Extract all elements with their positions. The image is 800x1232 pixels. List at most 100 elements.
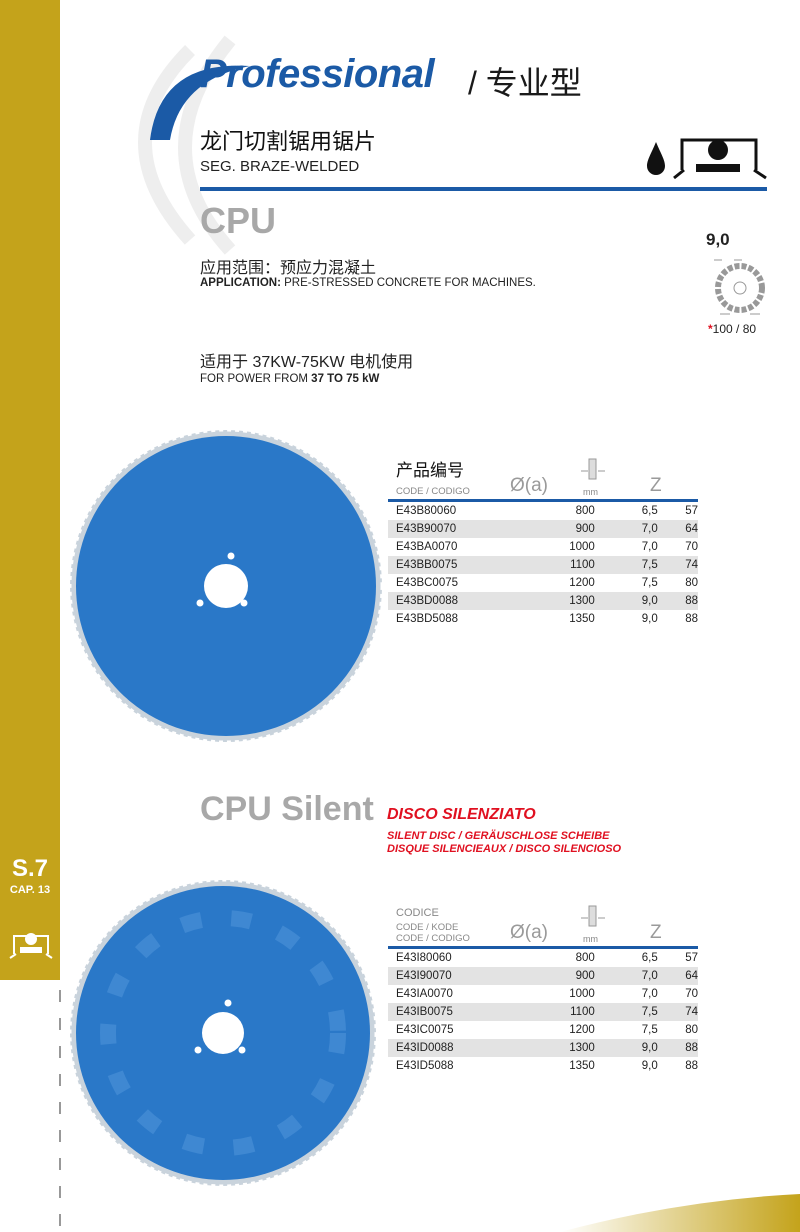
cell-diameter: 800 [575,505,595,517]
cell-teeth: 70 [685,988,698,1000]
cell-thickness: 6,5 [641,952,658,964]
application-en: APPLICATION: PRE-STRESSED CONCRETE FOR M… [200,277,536,289]
silent-translations-1: SILENT DISC / GERÄUSCHLOSE SCHEIBE [387,830,610,842]
chapter-sidebar [0,0,60,980]
product-title-en: SEG. BRAZE-WELDED [200,158,360,175]
table-row: E43B90070 900 7,0 64 [388,520,698,538]
table-row: E43IC0075 1200 7,5 80 [388,1021,698,1039]
application-text: PRE-STRESSED CONCRETE FOR MACHINES. [280,277,536,289]
cell-teeth: 88 [685,1060,698,1072]
cell-code: E43ID0088 [396,1042,454,1054]
cell-thickness: 7,0 [641,988,658,1000]
cell-diameter: 900 [575,523,595,535]
cell-thickness: 7,5 [641,559,658,571]
product-title-cn: 龙门切割锯用锯片 [200,129,377,154]
header-z: Z [650,922,662,943]
cell-teeth: 88 [685,595,698,607]
header-diameter: Ø(a) [510,475,548,496]
table-row: E43B80060 800 6,5 57 [388,502,698,520]
table-header: CODICE CODE / KODE CODE / CODIGO Ø(a) mm… [388,903,698,949]
cell-thickness: 7,0 [641,541,658,553]
cell-code: E43B80060 [396,505,457,517]
cell-thickness: 7,5 [641,1006,658,1018]
cell-teeth: 74 [685,1006,698,1018]
power-range: 37 TO 75 kW [311,373,380,385]
cell-diameter: 800 [575,952,595,964]
cell-diameter: 900 [575,970,595,982]
cell-diameter: 1300 [569,595,595,607]
cell-code: E43IA0070 [396,988,453,1000]
cell-thickness: 9,0 [641,595,658,607]
power-en: FOR POWER FROM 37 TO 75 kW [200,373,379,385]
brand-subtitle-cn: / 专业型 [468,65,582,101]
brand-title: Professional [200,52,435,96]
cpu-saw-blade-image [68,428,384,744]
cell-diameter: 1350 [569,1060,595,1072]
power-prefix: FOR POWER FROM [200,373,312,385]
cell-code: E43IC0075 [396,1024,454,1036]
header-divider [200,187,767,191]
bridge-saw-icon [673,138,767,180]
cell-teeth: 88 [685,613,698,625]
cell-code: E43I80060 [396,952,452,964]
cell-thickness: 7,0 [641,523,658,535]
thickness-icon [581,458,605,480]
cpu-spec-table: 产品编号 CODE / CODIGO Ø(a) mm Z E43B80060 80… [388,456,698,628]
cell-teeth: 80 [685,1024,698,1036]
cell-teeth: 57 [685,952,698,964]
cell-diameter: 1200 [569,1024,595,1036]
header-code-codigo: CODE / CODIGO [396,933,470,944]
cell-teeth: 70 [685,541,698,553]
table-row: E43BB0075 1100 7,5 74 [388,556,698,574]
product-name: CPU [200,200,277,241]
cell-code: E43B90070 [396,523,457,535]
application-cn: 应用范围：预应力混凝土 [200,260,377,277]
table-row: E43I90070 900 7,0 64 [388,967,698,985]
header-codice: CODICE [396,907,439,919]
product-name-silent: CPU Silent [200,790,374,828]
water-drop-icon [647,142,665,175]
cell-diameter: 1100 [570,1006,595,1018]
cell-teeth: 57 [685,505,698,517]
header-code: CODE / CODIGO [396,486,470,497]
header-diameter: Ø(a) [510,922,548,943]
cell-code: E43I90070 [396,970,452,982]
cell-diameter: 1100 [570,559,595,571]
cell-diameter: 1000 [569,541,595,553]
thickness-icon [581,905,605,927]
cell-diameter: 1000 [569,988,595,1000]
table-row: E43BA0070 1000 7,0 70 [388,538,698,556]
table-row: E43BD5088 1350 9,0 88 [388,610,698,628]
cell-code: E43BD0088 [396,595,459,607]
silent-translations-2: DISQUE SILENCIEAUX / DISCO SILENCIOSO [387,843,622,855]
header-mm: mm [583,934,598,944]
cell-diameter: 1300 [569,1042,595,1054]
cell-teeth: 64 [685,970,698,982]
table-row: E43IA0070 1000 7,0 70 [388,985,698,1003]
header-mm: mm [583,487,598,497]
decorative-swoosh [138,35,250,255]
cpu-silent-saw-blade-image [68,878,378,1188]
cell-code: E43BC0075 [396,577,459,589]
cell-code: E43ID5088 [396,1060,454,1072]
table-row: E43IB0075 1100 7,5 74 [388,1003,698,1021]
cell-thickness: 9,0 [641,613,658,625]
cell-thickness: 7,5 [641,1024,658,1036]
cell-code: E43BB0075 [396,559,458,571]
cell-thickness: 9,0 [641,1042,658,1054]
cell-teeth: 88 [685,1042,698,1054]
section-number: S.7 [11,855,49,882]
segment-height-value: 100 / 80 [712,322,757,336]
cell-thickness: 6,5 [641,505,658,517]
silent-title: DISCO SILENZIATO [387,806,536,823]
header-z: Z [650,475,662,496]
segment-height: *100 / 80 [708,322,756,336]
cpu-silent-spec-table: CODICE CODE / KODE CODE / CODIGO Ø(a) mm… [388,903,698,1075]
cell-teeth: 80 [685,577,698,589]
cell-teeth: 64 [685,523,698,535]
asterisk: * [708,322,713,336]
table-row: E43I80060 800 6,5 57 [388,949,698,967]
segment-thickness: 9,0 [706,230,730,249]
cell-thickness: 7,0 [641,970,658,982]
application-label: APPLICATION: [200,277,281,289]
